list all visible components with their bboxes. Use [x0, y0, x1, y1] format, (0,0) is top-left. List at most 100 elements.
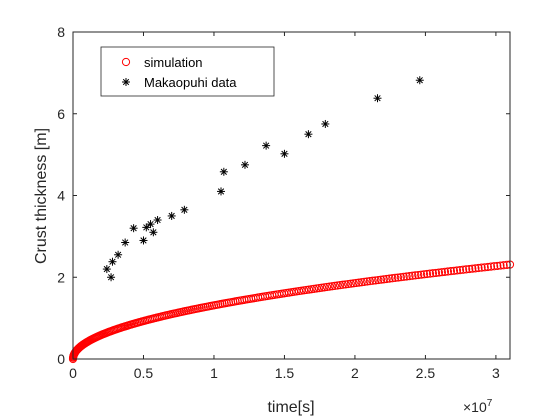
simulation-point [483, 262, 492, 272]
simulation-point [452, 266, 462, 275]
simulation-point [419, 270, 429, 279]
simulation-point [374, 275, 383, 285]
makaopuhi-data-point [167, 211, 176, 220]
simulation-point [360, 277, 369, 286]
makaopuhi-data-point [129, 224, 138, 233]
simulation-point [428, 269, 438, 278]
legend-simulation-label: simulation [144, 55, 203, 70]
simulation-point [431, 268, 441, 278]
simulation-point [434, 268, 444, 277]
simulation-point [391, 273, 400, 282]
simulation-point [405, 272, 414, 281]
simulation-point [425, 269, 435, 278]
simulation-point [330, 281, 339, 290]
legend-simulation-marker [121, 57, 131, 67]
x-exponent-base: ×10 [463, 399, 487, 415]
simulation-point [490, 262, 499, 271]
simulation-point [341, 280, 350, 289]
makaopuhi-data-point [121, 238, 130, 247]
simulation-point [382, 274, 391, 284]
simulation-point [474, 263, 483, 273]
simulation-point [320, 283, 329, 292]
simulation-point [385, 274, 394, 283]
simulation-point [368, 276, 377, 285]
makaopuhi-data-series [102, 76, 424, 282]
makaopuhi-data-point [107, 273, 116, 282]
y-axis-label: Crust thickness [m] [33, 128, 50, 264]
simulation-point [309, 284, 319, 293]
simulation-point [437, 268, 447, 277]
makaopuhi-data-point [240, 160, 249, 169]
makaopuhi-data-point [180, 205, 189, 214]
simulation-point [333, 281, 342, 290]
simulation-point [446, 267, 456, 276]
y-axis-ticks: 0 2 4 6 8 [57, 24, 510, 367]
y-tick-label: 0 [57, 351, 65, 367]
simulation-point [471, 264, 480, 273]
simulation-point [499, 261, 508, 270]
simulation-point [468, 264, 477, 273]
x-exponent-label: ×107 [463, 398, 493, 415]
simulation-point [354, 278, 364, 287]
makaopuhi-data-point [219, 167, 228, 176]
simulation-point [477, 263, 486, 272]
simulation-point [322, 282, 332, 292]
makaopuhi-data-point [146, 220, 155, 229]
simulation-point [328, 282, 337, 291]
simulation-point [379, 275, 388, 284]
simulation-point [399, 272, 408, 281]
simulation-point [480, 263, 489, 272]
makaopuhi-data-point [321, 119, 330, 128]
simulation-point [312, 284, 321, 293]
simulation-point [371, 276, 380, 285]
simulation-point [396, 273, 405, 282]
x-axis-ticks: 0 0.5 1 1.5 2 2.5 3 [69, 32, 500, 381]
simulation-series [68, 260, 515, 364]
makaopuhi-data-point [114, 250, 123, 259]
simulation-point [349, 279, 358, 288]
simulation-point [388, 274, 397, 283]
x-tick-label: 1.5 [275, 365, 295, 381]
makaopuhi-data-point [108, 257, 117, 266]
makaopuhi-data-point [149, 228, 158, 237]
simulation-point [344, 279, 353, 289]
simulation-point [414, 270, 423, 280]
simulation-point [417, 270, 426, 279]
simulation-point [408, 271, 417, 280]
simulation-point [365, 277, 374, 286]
makaopuhi-data-point [217, 187, 226, 196]
simulation-point [325, 282, 334, 291]
simulation-point [317, 283, 326, 292]
simulation-point [307, 285, 316, 294]
makaopuhi-data-point [139, 236, 148, 245]
makaopuhi-data-point [142, 223, 151, 232]
simulation-point [352, 278, 361, 288]
x-axis-label: time[s] [267, 399, 314, 416]
simulation-point [459, 265, 468, 274]
simulation-point [496, 261, 505, 270]
makaopuhi-data-point [373, 94, 382, 103]
simulation-point [338, 280, 347, 289]
makaopuhi-data-point [262, 141, 271, 150]
simulation-point [304, 285, 314, 294]
simulation-point [440, 267, 450, 276]
simulation-point [411, 271, 420, 280]
legend-data-label: Makaopuhi data [144, 75, 237, 90]
legend-data-marker [122, 78, 130, 86]
y-tick-label: 6 [57, 106, 65, 122]
simulation-point [465, 264, 474, 274]
makaopuhi-data-point [280, 149, 289, 158]
x-tick-label: 0.5 [134, 365, 154, 381]
simulation-point [402, 272, 411, 281]
x-tick-label: 2.5 [416, 365, 436, 381]
simulation-point [455, 266, 465, 275]
simulation-point [493, 261, 502, 271]
makaopuhi-data-point [415, 76, 424, 85]
legend-box [100, 46, 275, 97]
simulation-point [346, 279, 355, 288]
makaopuhi-data-point [153, 216, 162, 225]
makaopuhi-data-point [304, 130, 313, 139]
simulation-point [357, 278, 366, 287]
y-tick-label: 2 [57, 269, 65, 285]
